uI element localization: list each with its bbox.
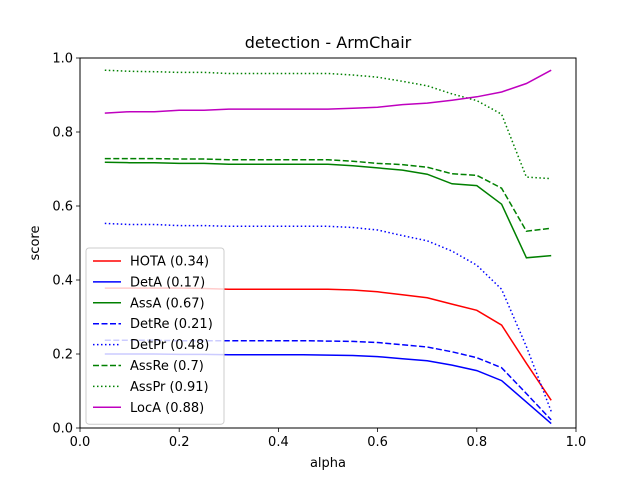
y-tick-label: 0.6 — [52, 200, 73, 215]
series-line-2 — [104, 161, 552, 259]
series-line-3 — [104, 339, 552, 421]
legend-label-0: HOTA (0.34) — [130, 255, 209, 270]
y-axis-ticks: 0.0 0.2 0.4 0.6 0.8 1.0 — [52, 52, 80, 437]
chart-title: detection - ArmChair — [245, 33, 412, 52]
legend-box — [85, 247, 225, 425]
x-tick-label: 0.0 — [70, 435, 91, 450]
y-axis-label: score — [28, 226, 43, 261]
legend: HOTA (0.34) DetA (0.17) AssA (0.67) DetRe (… — [85, 247, 225, 425]
y-tick-label: 1.0 — [52, 52, 73, 67]
legend-label-1: DetA (0.17) — [130, 275, 205, 290]
y-tick-label: 0.8 — [52, 126, 73, 141]
x-tick-label: 1.0 — [566, 435, 587, 450]
y-tick-label: 0.2 — [52, 348, 73, 363]
legend-label-5: AssRe (0.7) — [130, 359, 204, 374]
x-axis-ticks: 0.0 0.2 0.4 0.6 0.8 1.0 — [70, 428, 587, 450]
x-tick-label: 0.2 — [169, 435, 190, 450]
legend-label-4: DetPr (0.48) — [130, 338, 209, 353]
legend-label-6: AssPr (0.91) — [130, 380, 209, 395]
legend-label-2: AssA (0.67) — [130, 296, 205, 311]
series-line-5 — [104, 157, 552, 233]
series-line-7 — [104, 69, 552, 114]
x-tick-label: 0.8 — [466, 435, 487, 450]
plot-frame — [79, 57, 577, 429]
legend-label-7: LocA (0.88) — [130, 401, 204, 416]
x-axis-label: alpha — [310, 456, 346, 471]
y-tick-label: 0.4 — [52, 274, 73, 289]
legend-label-3: DetRe (0.21) — [130, 317, 213, 332]
y-tick-label: 0.0 — [52, 422, 73, 437]
x-tick-label: 0.4 — [268, 435, 289, 450]
x-tick-label: 0.6 — [367, 435, 388, 450]
